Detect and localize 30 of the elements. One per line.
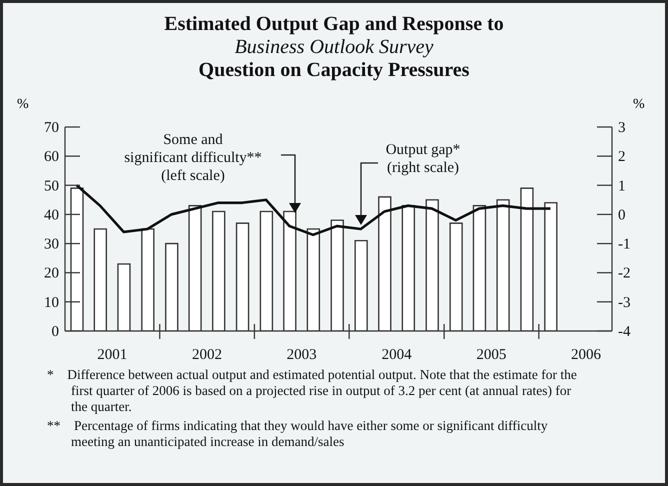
y-axis-title: % bbox=[17, 97, 29, 113]
y2-tick-label: -3 bbox=[618, 294, 630, 311]
y2-tick-label: 0 bbox=[618, 207, 626, 224]
y-tick-label: 60 bbox=[44, 149, 59, 166]
y2-tick-label: 3 bbox=[618, 120, 626, 136]
y2-tick-label: 2 bbox=[618, 149, 626, 166]
y2-tick-label: 1 bbox=[618, 178, 626, 194]
text: Output gap* (right scale) bbox=[384, 141, 462, 177]
x-tick-label: 2002 bbox=[192, 347, 222, 363]
y-tick-label: 30 bbox=[44, 236, 59, 253]
chart-title: Estimated Output Gap and Response to Business Outlook Survey Question on Capacity Pressures bbox=[163, 13, 505, 82]
text: * Difference between actual output and estimated potential output. Note that the estimate for the first quarter of 2006 is based on a projected rise in output of 3.2 per cent (at annual rates) for the quarter. bbox=[47, 367, 578, 415]
series-label: Some and significant difficulty** (left scale) bbox=[123, 131, 263, 185]
x-tick-label: 2001 bbox=[97, 347, 128, 363]
y-tick-label: 50 bbox=[44, 178, 59, 194]
text: ** Percentage of firms indicating that they would have either some or significant difficulty meeting an unanticipated increase in demand/sales bbox=[47, 418, 549, 450]
y-tick-label: 40 bbox=[44, 207, 59, 224]
y-tick-label: 70 bbox=[44, 120, 59, 136]
y2-axis-title: % bbox=[633, 97, 645, 113]
y2-tick-label: -4 bbox=[618, 324, 631, 340]
y2-tick-label: -1 bbox=[618, 236, 630, 253]
x-tick-label: 2006 bbox=[571, 347, 602, 363]
x-tick-label: 2004 bbox=[382, 347, 412, 363]
x-tick-label: 2005 bbox=[476, 347, 506, 363]
x-tick-label: 2003 bbox=[286, 347, 317, 363]
y-tick-label: 20 bbox=[44, 266, 59, 282]
y-tick-label: 10 bbox=[44, 294, 59, 311]
y2-tick-label: -2 bbox=[618, 266, 630, 282]
line-series bbox=[75, 184, 552, 236]
y-tick-label: 0 bbox=[52, 324, 59, 340]
